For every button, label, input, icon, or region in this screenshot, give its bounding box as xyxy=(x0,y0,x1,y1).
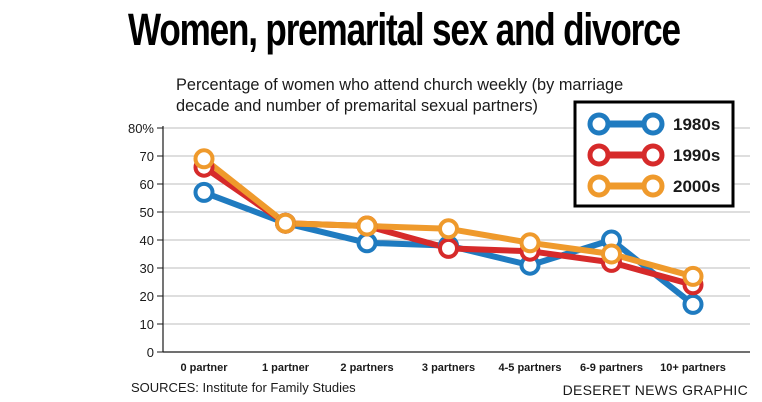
x-tick-label: 0 partner xyxy=(180,362,228,374)
data-point-2000s xyxy=(519,232,541,254)
legend-label: 2000s xyxy=(673,177,720,196)
y-tick-label: 40 xyxy=(140,233,154,248)
x-tick-label: 3 partners xyxy=(422,362,475,374)
y-tick-label: 70 xyxy=(140,149,154,164)
graphic-credit: DESERET NEWS GRAPHIC xyxy=(562,382,748,398)
source-note: SOURCES: Institute for Family Studies xyxy=(131,380,356,395)
legend-marker-1990s xyxy=(641,143,665,167)
legend-marker-2000s xyxy=(641,174,665,198)
y-tick-label: 10 xyxy=(140,317,154,332)
data-point-1980s xyxy=(193,181,215,203)
series-group xyxy=(193,148,704,315)
chart-subtitle: Percentage of women who attend church we… xyxy=(176,75,624,115)
legend-label: 1980s xyxy=(673,115,720,134)
data-point-1980s xyxy=(356,232,378,254)
x-axis-ticks: 0 partner 1 partner 2 partners 3 partners 4-… xyxy=(180,362,725,374)
x-tick-label: 4-5 partners xyxy=(499,362,562,374)
data-point-2000s xyxy=(601,243,622,265)
legend-marker-1990s xyxy=(587,143,611,167)
x-tick-label: 2 partners xyxy=(340,362,393,374)
y-axis-ticks: 0 10 20 30 40 50 60 70 80% xyxy=(128,121,154,360)
data-point-2000s xyxy=(356,215,378,237)
data-point-2000s xyxy=(193,148,215,170)
y-tick-label: 50 xyxy=(140,205,154,220)
data-point-1990s xyxy=(438,237,459,259)
legend-marker-1980s xyxy=(641,112,665,136)
data-point-2000s xyxy=(438,218,459,240)
y-tick-label: 80% xyxy=(128,121,154,136)
data-point-2000s xyxy=(275,212,296,234)
data-point-1980s xyxy=(682,293,704,315)
legend: 1980s 1990s 2000s xyxy=(573,100,735,208)
y-tick-label: 60 xyxy=(140,177,154,192)
x-tick-label: 10+ partners xyxy=(660,362,726,374)
y-tick-label: 0 xyxy=(147,345,154,360)
legend-marker-1980s xyxy=(587,112,611,136)
legend-marker-2000s xyxy=(587,174,611,198)
legend-label: 1990s xyxy=(673,146,720,165)
axis-lines xyxy=(157,126,750,353)
x-tick-label: 6-9 partners xyxy=(580,362,643,374)
chart-title: Women, premarital sex and divorce xyxy=(128,4,681,55)
y-tick-label: 20 xyxy=(140,289,154,304)
y-tick-label: 30 xyxy=(140,261,154,276)
data-point-2000s xyxy=(682,265,704,287)
x-tick-label: 1 partner xyxy=(262,362,310,374)
